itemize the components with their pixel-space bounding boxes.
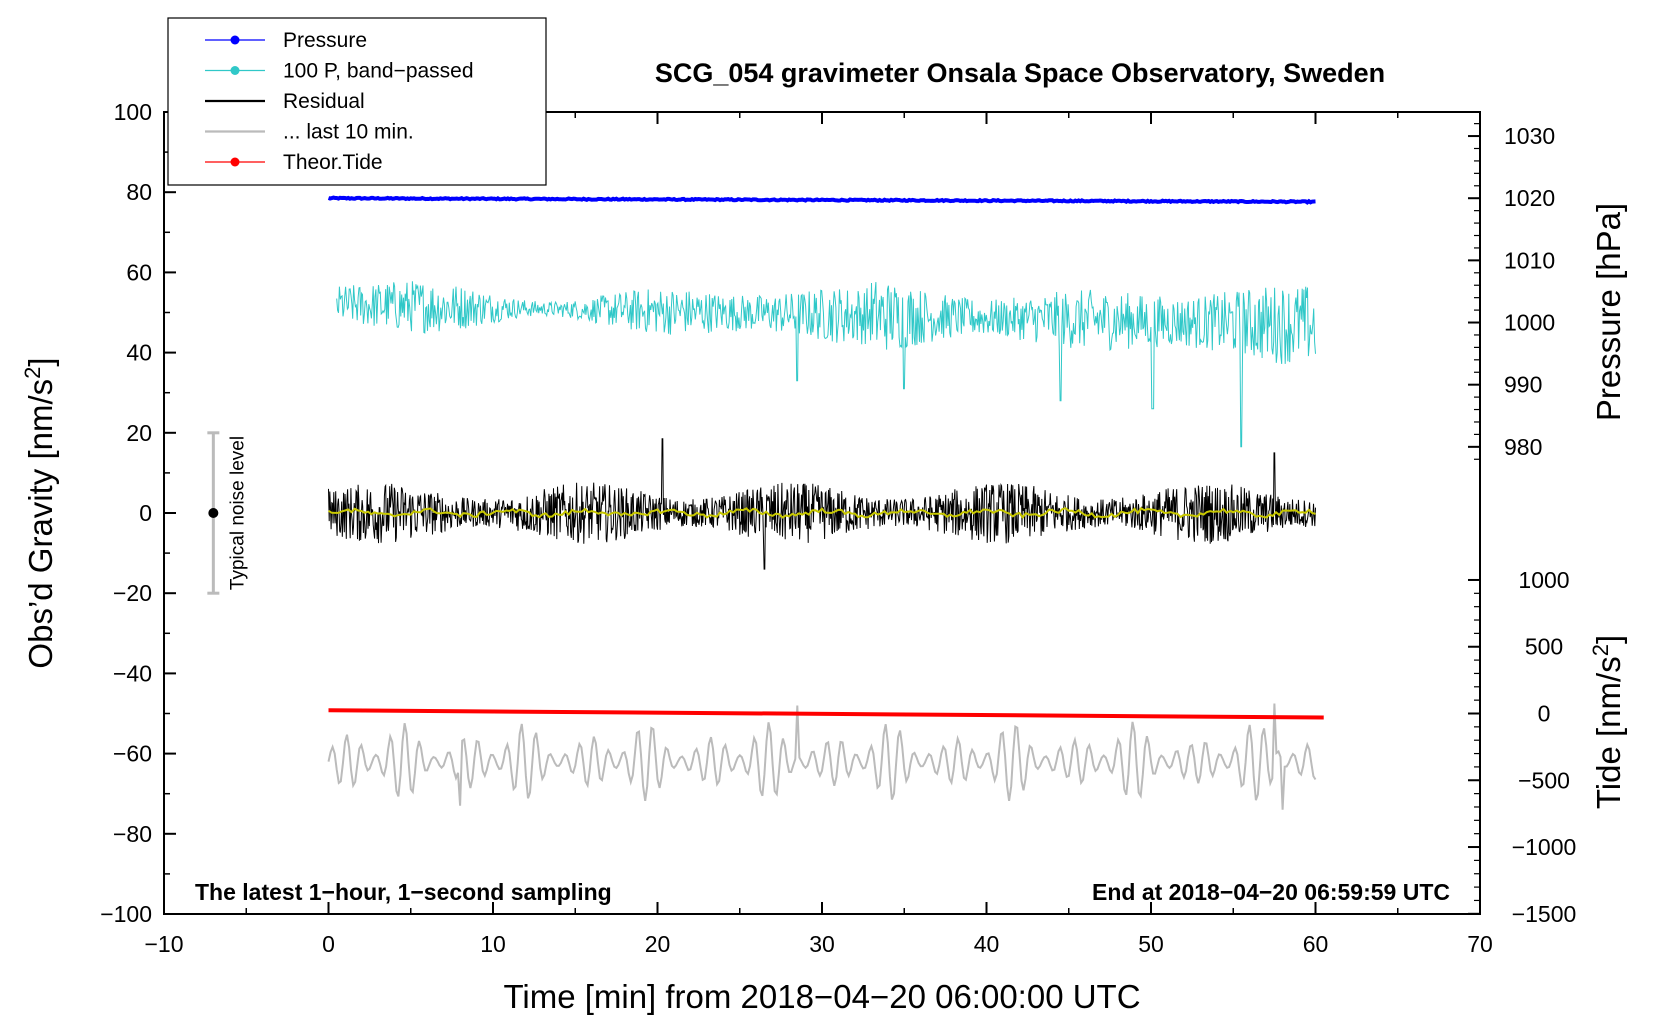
x-tick-label: 30 bbox=[809, 931, 835, 957]
y-tick-label: −100 bbox=[100, 901, 152, 927]
series-last-10-min bbox=[327, 703, 1317, 810]
y-tick-label: −80 bbox=[113, 821, 152, 847]
annotation-left: The latest 1−hour, 1−second sampling bbox=[195, 879, 612, 905]
x-tick-label: 60 bbox=[1303, 931, 1329, 957]
tide-axis-title-sup: 2 bbox=[1588, 644, 1613, 656]
y-tick-label: −40 bbox=[113, 660, 152, 686]
y-tick-label: 100 bbox=[114, 99, 152, 125]
tide-axis-ticks: 1000 500 0 −500 −1000 −1500 bbox=[1468, 567, 1576, 927]
y-axis-title-left-close: ] bbox=[22, 357, 59, 366]
noise-bar-dot bbox=[208, 508, 219, 518]
y-axis-title-left-sup: 2 bbox=[20, 367, 45, 379]
tide-tick-label: −1000 bbox=[1512, 834, 1577, 860]
x-axis-ticks: −10 0 10 20 30 40 50 60 70 bbox=[144, 112, 1493, 957]
y-tick-label: 0 bbox=[139, 500, 152, 526]
legend-label: Residual bbox=[283, 90, 365, 113]
pressure-tick-label: 1020 bbox=[1504, 185, 1555, 211]
tide-axis-title: Tide [nm/s2] bbox=[1588, 635, 1627, 809]
x-tick-label: 40 bbox=[974, 931, 1000, 957]
tide-axis-title-text: Tide [nm/s bbox=[1590, 656, 1627, 809]
legend: Pressure 100 P, band−passed Residual ... la… bbox=[167, 17, 547, 186]
noise-label: Typical noise level bbox=[227, 436, 248, 590]
y-tick-label: 40 bbox=[126, 340, 152, 366]
legend-label: 100 P, band−passed bbox=[283, 60, 474, 83]
y-axis-title-left-text: Obs’d Gravity [nm/s bbox=[22, 379, 59, 669]
series-theor-tide bbox=[328, 708, 1324, 720]
x-tick-label: 20 bbox=[645, 931, 671, 957]
y-tick-label: 20 bbox=[126, 420, 152, 446]
pressure-tick-label: 1000 bbox=[1504, 310, 1555, 336]
pressure-tick-label: 1030 bbox=[1504, 123, 1555, 149]
pressure-axis-ticks: 1030 1020 1010 1000 990 980 bbox=[1468, 123, 1555, 460]
tide-tick-label: 1000 bbox=[1518, 567, 1569, 593]
tide-axis-title-close: ] bbox=[1590, 635, 1627, 644]
pressure-tick-label: 980 bbox=[1504, 434, 1542, 460]
annotation-right: End at 2018−04−20 06:59:59 UTC bbox=[1092, 879, 1450, 905]
tide-tick-label: −500 bbox=[1518, 767, 1570, 793]
tide-tick-label: 0 bbox=[1538, 701, 1551, 727]
x-tick-label: 0 bbox=[322, 931, 335, 957]
legend-marker bbox=[230, 157, 240, 167]
tide-tick-label: −1500 bbox=[1512, 901, 1577, 927]
y-tick-label: −60 bbox=[113, 741, 152, 767]
series-band-passed bbox=[336, 281, 1316, 448]
noise-bar bbox=[207, 431, 220, 595]
x-tick-label: 70 bbox=[1467, 931, 1493, 957]
series-residual-smoothed bbox=[327, 506, 1316, 519]
y-tick-label: −20 bbox=[113, 580, 152, 606]
legend-label: Pressure bbox=[283, 29, 367, 52]
y-tick-label: 80 bbox=[126, 179, 152, 205]
pressure-tick-label: 1010 bbox=[1504, 247, 1555, 273]
legend-marker bbox=[230, 35, 240, 45]
x-axis-title: Time [min] from 2018−04−20 06:00:00 UTC bbox=[503, 978, 1140, 1015]
legend-marker bbox=[230, 66, 240, 75]
pressure-tick-label: 990 bbox=[1504, 372, 1542, 398]
chart-title: SCG_054 gravimeter Onsala Space Observat… bbox=[655, 58, 1385, 88]
series-residual bbox=[328, 438, 1316, 570]
y-tick-label: 60 bbox=[126, 259, 152, 285]
series-pressure bbox=[327, 195, 1316, 205]
y-axis-title-left: Obs’d Gravity [nm/s2] bbox=[20, 357, 59, 668]
x-tick-label: 10 bbox=[480, 931, 506, 957]
tide-tick-label: 500 bbox=[1525, 634, 1563, 660]
legend-label: ... last 10 min. bbox=[283, 121, 414, 144]
x-tick-label: −10 bbox=[144, 931, 183, 957]
y-axis-ticks: 100 80 60 40 20 0 −20 −40 −60 −80 −100 bbox=[100, 99, 176, 927]
x-tick-label: 50 bbox=[1138, 931, 1164, 957]
pressure-axis-title: Pressure [hPa] bbox=[1590, 203, 1627, 421]
legend-label: Theor.Tide bbox=[283, 151, 383, 174]
series-layer bbox=[327, 195, 1324, 810]
